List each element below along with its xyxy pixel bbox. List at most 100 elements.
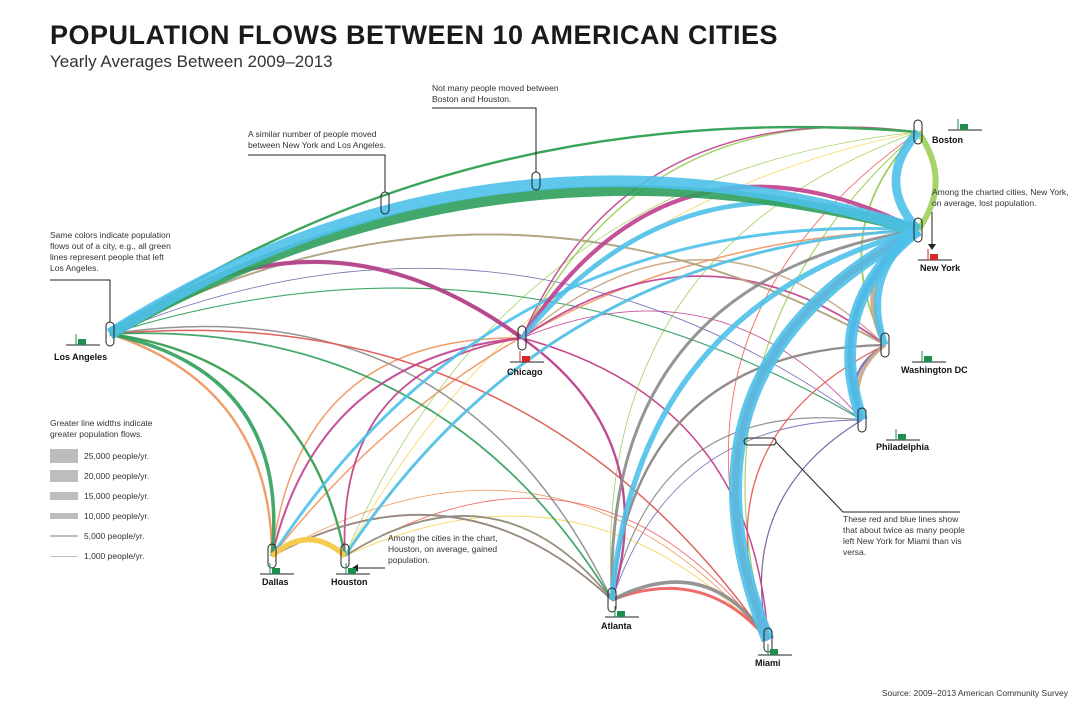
legend-swatch (50, 555, 78, 557)
flow-chicago-to-dc (521, 275, 886, 346)
annotation-ny-loss: Among the charted cities, New York, on a… (932, 187, 1069, 208)
flow-boston-to-ny (915, 130, 939, 232)
flow-philly-to-la (109, 267, 863, 421)
flow-miami-to-atlanta (611, 587, 770, 641)
city-net-bar-boston (960, 124, 968, 130)
legend-swatch (50, 534, 78, 538)
flow-la-to-atlanta (109, 332, 613, 601)
city-label-boston: Boston (932, 135, 963, 145)
page-title: POPULATION FLOWS BETWEEN 10 AMERICAN CIT… (50, 20, 779, 50)
flow-miami-to-dc (746, 344, 886, 641)
city-label-chicago: Chicago (507, 367, 543, 377)
flow-dallas-to-ny (271, 229, 919, 557)
flow-dallas-to-miami (271, 489, 769, 641)
flow-philly-to-miami (760, 419, 863, 641)
flow-atlanta-to-miami (611, 580, 770, 641)
leader-ny-miami (775, 441, 960, 513)
legend-swatch (50, 491, 78, 501)
city-anchor-chicago (517, 325, 527, 351)
flow-chicago-to-atlanta (521, 337, 627, 601)
city-net-bar-la (78, 339, 86, 345)
city-net-bar-ny (930, 254, 938, 260)
legend-swatch (50, 513, 78, 519)
callout-marker-ny-la (380, 191, 390, 215)
legend-label: 15,000 people/yr. (84, 491, 150, 501)
legend-item: 10,000 people/yr. (50, 506, 170, 526)
flow-dallas-to-chicago (271, 337, 523, 557)
legend-item: 20,000 people/yr. (50, 466, 170, 486)
city-anchor-ny (913, 217, 923, 243)
city-net-bar-houston (348, 568, 356, 574)
legend-label: 20,000 people/yr. (84, 471, 150, 481)
city-net-bar-dc (924, 356, 932, 362)
annotation-boston-houston: Not many people moved between Boston and… (432, 83, 559, 104)
city-net-bar-chicago (522, 356, 530, 362)
flow-ny-to-miami (729, 224, 922, 643)
flow-atlanta-to-philly (611, 417, 863, 601)
page-subtitle: Yearly Averages Between 2009–2013 (50, 52, 333, 71)
leader-colors (50, 279, 111, 322)
legend-title: Greater line widths indicate greater pop… (50, 418, 153, 439)
annotation-houston-gain: Among the cities in the chart, Houston, … (388, 533, 498, 565)
annotation-colors: Same colors indicate population flows ou… (50, 230, 171, 273)
legend-swatch (50, 448, 78, 464)
city-anchor-boston (913, 119, 923, 145)
flow-philly-to-atlanta (611, 419, 863, 601)
city-label-dallas: Dallas (262, 577, 289, 587)
city-label-la: Los Angeles (54, 352, 107, 362)
flow-atlanta-to-la (109, 325, 613, 601)
city-label-miami: Miami (755, 658, 781, 668)
flow-boston-to-atlanta (610, 131, 919, 601)
flow-lines (106, 125, 939, 643)
legend-item: 15,000 people/yr. (50, 486, 170, 506)
flow-chicago-to-houston (343, 337, 523, 557)
city-label-dc: Washington DC (901, 365, 968, 375)
legend-swatch (50, 470, 78, 482)
city-net-bar-miami (770, 649, 778, 655)
city-anchor-houston (340, 543, 350, 569)
city-label-ny: New York (920, 263, 961, 273)
city-nodes: Los Angeles Boston New York Chicago Washingt… (54, 119, 982, 668)
city-net-bar-philly (898, 434, 906, 440)
flow-ny-to-atlanta (609, 227, 919, 601)
city-anchor-dc (880, 332, 890, 358)
flow-ny-to-houston (343, 228, 919, 557)
flow-atlanta-to-ny (610, 228, 919, 601)
width-legend: Greater line widths indicate greater pop… (50, 418, 170, 566)
city-anchor-la (105, 321, 115, 347)
legend-rows: 25,000 people/yr. 20,000 people/yr. 15,000… (50, 446, 170, 566)
flow-atlanta-to-houston (344, 515, 613, 601)
city-anchor-atlanta (607, 587, 617, 613)
flow-la-to-dallas (109, 332, 276, 557)
legend-item: 1,000 people/yr. (50, 546, 170, 566)
city-label-atlanta: Atlanta (601, 621, 632, 631)
flow-dc-to-chicago (521, 259, 886, 346)
city-label-houston: Houston (331, 577, 368, 587)
annotation-ny-la: A similar number of people moved between… (248, 129, 386, 150)
flow-houston-to-dallas (270, 536, 347, 558)
legend-label: 25,000 people/yr. (84, 451, 150, 461)
annotation-ny-miami: These red and blue lines show that about… (843, 514, 965, 557)
flow-chicago-to-philly (521, 310, 863, 421)
legend-label: 1,000 people/yr. (84, 551, 145, 561)
flow-boston-to-houston (344, 131, 919, 557)
legend-label: 10,000 people/yr. (84, 511, 150, 521)
city-anchor-philly (857, 407, 867, 433)
flow-miami-to-la (109, 329, 769, 641)
city-net-bar-atlanta (617, 611, 625, 617)
flow-ny-to-la (106, 175, 920, 339)
flow-la-to-houston (109, 332, 347, 557)
leader-ny-la (248, 154, 386, 192)
callout-marker-boston-houston (531, 171, 541, 191)
leader-boston-houston (432, 107, 537, 172)
flow-la-to-philly (109, 287, 863, 421)
legend-label: 5,000 people/yr. (84, 531, 145, 541)
source-note: Source: 2009–2013 American Community Sur… (881, 688, 1068, 698)
callout-lines (50, 107, 960, 572)
arrow-ny-loss (928, 244, 936, 250)
city-net-bar-dallas (272, 568, 280, 574)
legend-item: 25,000 people/yr. (50, 446, 170, 466)
flow-chicago-to-miami (521, 337, 769, 641)
legend-item: 5,000 people/yr. (50, 526, 170, 546)
